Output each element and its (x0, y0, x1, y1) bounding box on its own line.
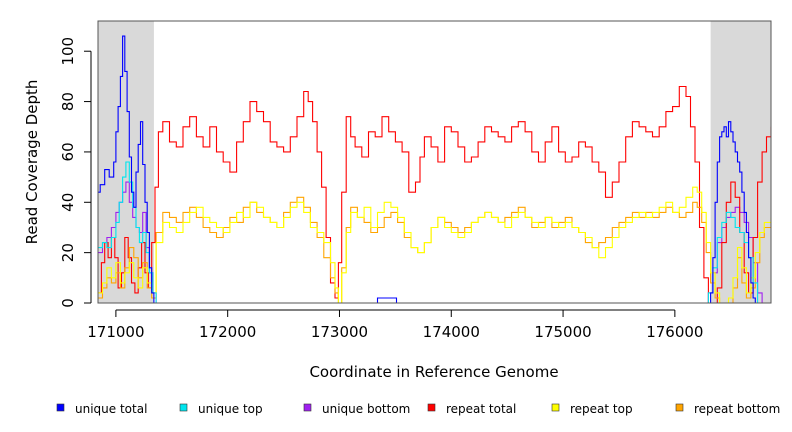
x-tick-label: 174000 (423, 323, 480, 341)
legend-label: repeat bottom (694, 402, 780, 416)
legend-swatch (675, 403, 684, 412)
series-repeat-bottom (98, 196, 771, 303)
legend-item-unique-bottom: unique bottom (303, 402, 410, 416)
x-axis: 171000 172000 173000 174000 175000 176000 (87, 309, 703, 341)
x-tick-label: 171000 (87, 323, 144, 341)
legend-swatch (179, 403, 188, 412)
x-axis-label: Coordinate in Reference Genome (309, 363, 558, 381)
legend: unique total unique top unique bottom repea… (56, 402, 780, 416)
legend-label: unique top (198, 402, 263, 416)
legend-item-repeat-bottom: repeat bottom (675, 402, 780, 416)
legend-swatch (303, 403, 312, 412)
x-tick-label: 173000 (311, 323, 368, 341)
legend-label: repeat total (446, 402, 516, 416)
series-unique-bottom (98, 181, 771, 303)
y-axis: 0 20 40 60 80 100 (59, 37, 92, 308)
shaded-regions (98, 21, 771, 303)
shaded-region-2 (710, 21, 771, 303)
y-tick-label: 40 (59, 193, 77, 212)
legend-swatch (427, 403, 436, 412)
legend-label: repeat top (570, 402, 633, 416)
y-axis-label: Read Coverage Depth (23, 80, 41, 245)
legend-item-repeat-total: repeat total (427, 402, 516, 416)
y-tick-label: 100 (59, 37, 77, 66)
series-repeat-top (98, 186, 771, 303)
y-tick-label: 60 (59, 142, 77, 161)
series-repeat-total (98, 85, 771, 303)
legend-item-unique-top: unique top (179, 402, 263, 416)
y-tick-label: 80 (59, 92, 77, 111)
legend-item-repeat-top: repeat top (551, 402, 633, 416)
legend-label: unique bottom (322, 402, 410, 416)
y-tick-label: 0 (59, 298, 77, 308)
legend-swatch (551, 403, 560, 412)
series-unique-total (98, 35, 771, 303)
x-tick-label: 172000 (199, 323, 256, 341)
series-lines (98, 35, 771, 303)
x-tick-label: 175000 (534, 323, 591, 341)
legend-item-unique-total: unique total (56, 402, 147, 416)
legend-swatch (56, 403, 65, 412)
series-unique-top (98, 161, 771, 303)
legend-label: unique total (75, 402, 147, 416)
y-tick-label: 20 (59, 243, 77, 262)
x-tick-label: 176000 (646, 323, 703, 341)
plot-border (97, 20, 772, 304)
